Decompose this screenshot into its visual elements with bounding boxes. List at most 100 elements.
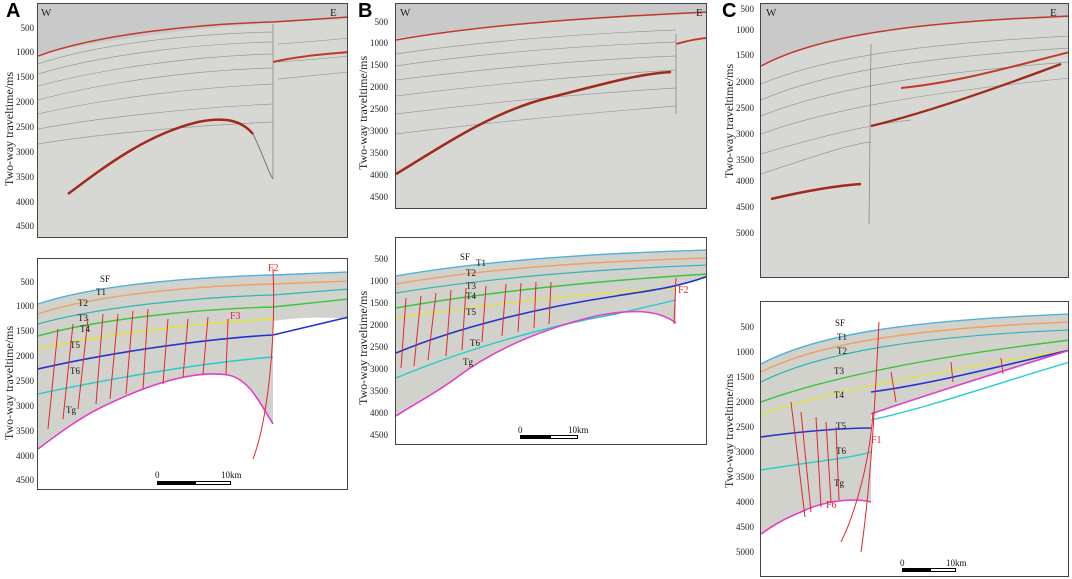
horizon-label: SF bbox=[100, 274, 111, 284]
tick-label: 5000 bbox=[736, 547, 754, 557]
east-label: E bbox=[696, 7, 703, 19]
seismic-section-a-upper bbox=[37, 3, 348, 238]
tick-label: 4000 bbox=[16, 197, 34, 207]
horizon-label: T1 bbox=[837, 332, 847, 342]
tick-label: 4000 bbox=[736, 176, 754, 186]
tick-label: 2500 bbox=[16, 376, 34, 386]
tick-label: 5000 bbox=[736, 228, 754, 238]
horizon-label: T1 bbox=[476, 258, 486, 268]
tick-label: 1000 bbox=[736, 25, 754, 35]
tick-label: 4500 bbox=[736, 202, 754, 212]
horizon-label: T5 bbox=[836, 421, 846, 431]
scale-bar: 0 10km bbox=[900, 558, 980, 576]
scale-bar: 0 10km bbox=[155, 470, 245, 488]
tick-label: 3500 bbox=[736, 155, 754, 165]
tick-label: 4500 bbox=[736, 522, 754, 532]
horizon-label: T2 bbox=[466, 268, 476, 278]
horizon-label: Tg bbox=[66, 405, 76, 415]
scale-bar-black bbox=[157, 481, 195, 485]
tick-label: 4500 bbox=[16, 475, 34, 485]
tick-label: 3500 bbox=[16, 172, 34, 182]
horizon-label: T4 bbox=[466, 291, 476, 301]
horizon-label: T6 bbox=[470, 338, 480, 348]
horizon-label: SF bbox=[835, 318, 846, 328]
tick-label: 500 bbox=[374, 254, 389, 264]
interpreted-section-b bbox=[395, 237, 707, 445]
tick-label: 1500 bbox=[736, 50, 754, 60]
horizon-label: T5 bbox=[466, 307, 476, 317]
tick-label: 1500 bbox=[16, 72, 34, 82]
tick-label: 2000 bbox=[370, 320, 388, 330]
scale-end: 10km bbox=[568, 425, 589, 435]
scale-start: 0 bbox=[900, 558, 905, 568]
tick-label: 2500 bbox=[370, 342, 388, 352]
fault-label: F2 bbox=[678, 285, 689, 296]
tick-label: 1000 bbox=[16, 47, 34, 57]
tick-label: 500 bbox=[740, 4, 755, 14]
tick-label: 1500 bbox=[370, 60, 388, 70]
tick-label: 4000 bbox=[370, 408, 388, 418]
horizon-label: T4 bbox=[834, 390, 844, 400]
tick-label: 1000 bbox=[370, 38, 388, 48]
panel-letter-b: B bbox=[358, 0, 373, 22]
scale-start: 0 bbox=[155, 470, 160, 480]
scale-bar-white bbox=[195, 481, 231, 485]
horizon-label: T2 bbox=[78, 298, 88, 308]
scale-bar-white bbox=[930, 568, 956, 572]
tick-label: 3000 bbox=[736, 447, 754, 457]
horizon-label: T4 bbox=[80, 324, 90, 334]
tick-label: 3500 bbox=[16, 426, 34, 436]
tick-label: 3000 bbox=[16, 401, 34, 411]
horizon-label: T3 bbox=[466, 281, 476, 291]
tick-label: 4500 bbox=[370, 192, 388, 202]
west-label: W bbox=[766, 7, 777, 19]
tick-label: 2000 bbox=[736, 397, 754, 407]
horizon-label: T1 bbox=[96, 287, 106, 297]
tick-label: 2500 bbox=[736, 103, 754, 113]
tick-label: 3500 bbox=[370, 148, 388, 158]
tick-label: 4000 bbox=[16, 451, 34, 461]
tick-label: 1000 bbox=[16, 301, 34, 311]
fault-label: F1 bbox=[871, 435, 882, 446]
fault-label: F6 bbox=[826, 500, 837, 511]
tick-label: 3500 bbox=[370, 386, 388, 396]
seismic-section-c-upper bbox=[760, 3, 1069, 278]
scale-bar-black bbox=[902, 568, 930, 572]
west-label: W bbox=[41, 7, 52, 19]
tick-label: 4500 bbox=[16, 221, 34, 231]
tick-label: 3000 bbox=[16, 147, 34, 157]
fault-label: F3 bbox=[230, 311, 241, 322]
panel-letter-a: A bbox=[6, 0, 21, 22]
tick-label: 2000 bbox=[370, 82, 388, 92]
tick-label: 1000 bbox=[370, 276, 388, 286]
scale-start: 0 bbox=[518, 425, 523, 435]
horizon-label: T5 bbox=[70, 340, 80, 350]
scale-end: 10km bbox=[946, 558, 967, 568]
horizon-label: Tg bbox=[834, 478, 844, 488]
horizon-label: T6 bbox=[836, 446, 846, 456]
horizon-label: SF bbox=[460, 252, 471, 262]
west-label: W bbox=[400, 7, 411, 19]
tick-label: 2500 bbox=[736, 422, 754, 432]
tick-label: 3000 bbox=[736, 129, 754, 139]
tick-label: 500 bbox=[740, 322, 755, 332]
tick-label: 1500 bbox=[370, 298, 388, 308]
tick-label: 500 bbox=[20, 277, 35, 287]
tick-label: 4500 bbox=[370, 430, 388, 440]
tick-label: 2000 bbox=[16, 351, 34, 361]
fault-label: F2 bbox=[268, 263, 279, 274]
tick-label: 1000 bbox=[736, 347, 754, 357]
horizon-label: T3 bbox=[78, 313, 88, 323]
tick-label: 500 bbox=[374, 17, 389, 27]
tick-label: 1500 bbox=[736, 372, 754, 382]
tick-label: 4000 bbox=[736, 497, 754, 507]
scale-bar-black bbox=[520, 435, 550, 439]
horizon-label: T2 bbox=[837, 346, 847, 356]
tick-label: 1500 bbox=[16, 326, 34, 336]
horizon-label: Tg bbox=[463, 357, 473, 367]
tick-label: 3000 bbox=[370, 126, 388, 136]
interpreted-section-c bbox=[760, 301, 1069, 577]
horizon-label: T6 bbox=[70, 366, 80, 376]
seismic-section-b-upper bbox=[395, 3, 707, 209]
tick-label: 2500 bbox=[16, 122, 34, 132]
